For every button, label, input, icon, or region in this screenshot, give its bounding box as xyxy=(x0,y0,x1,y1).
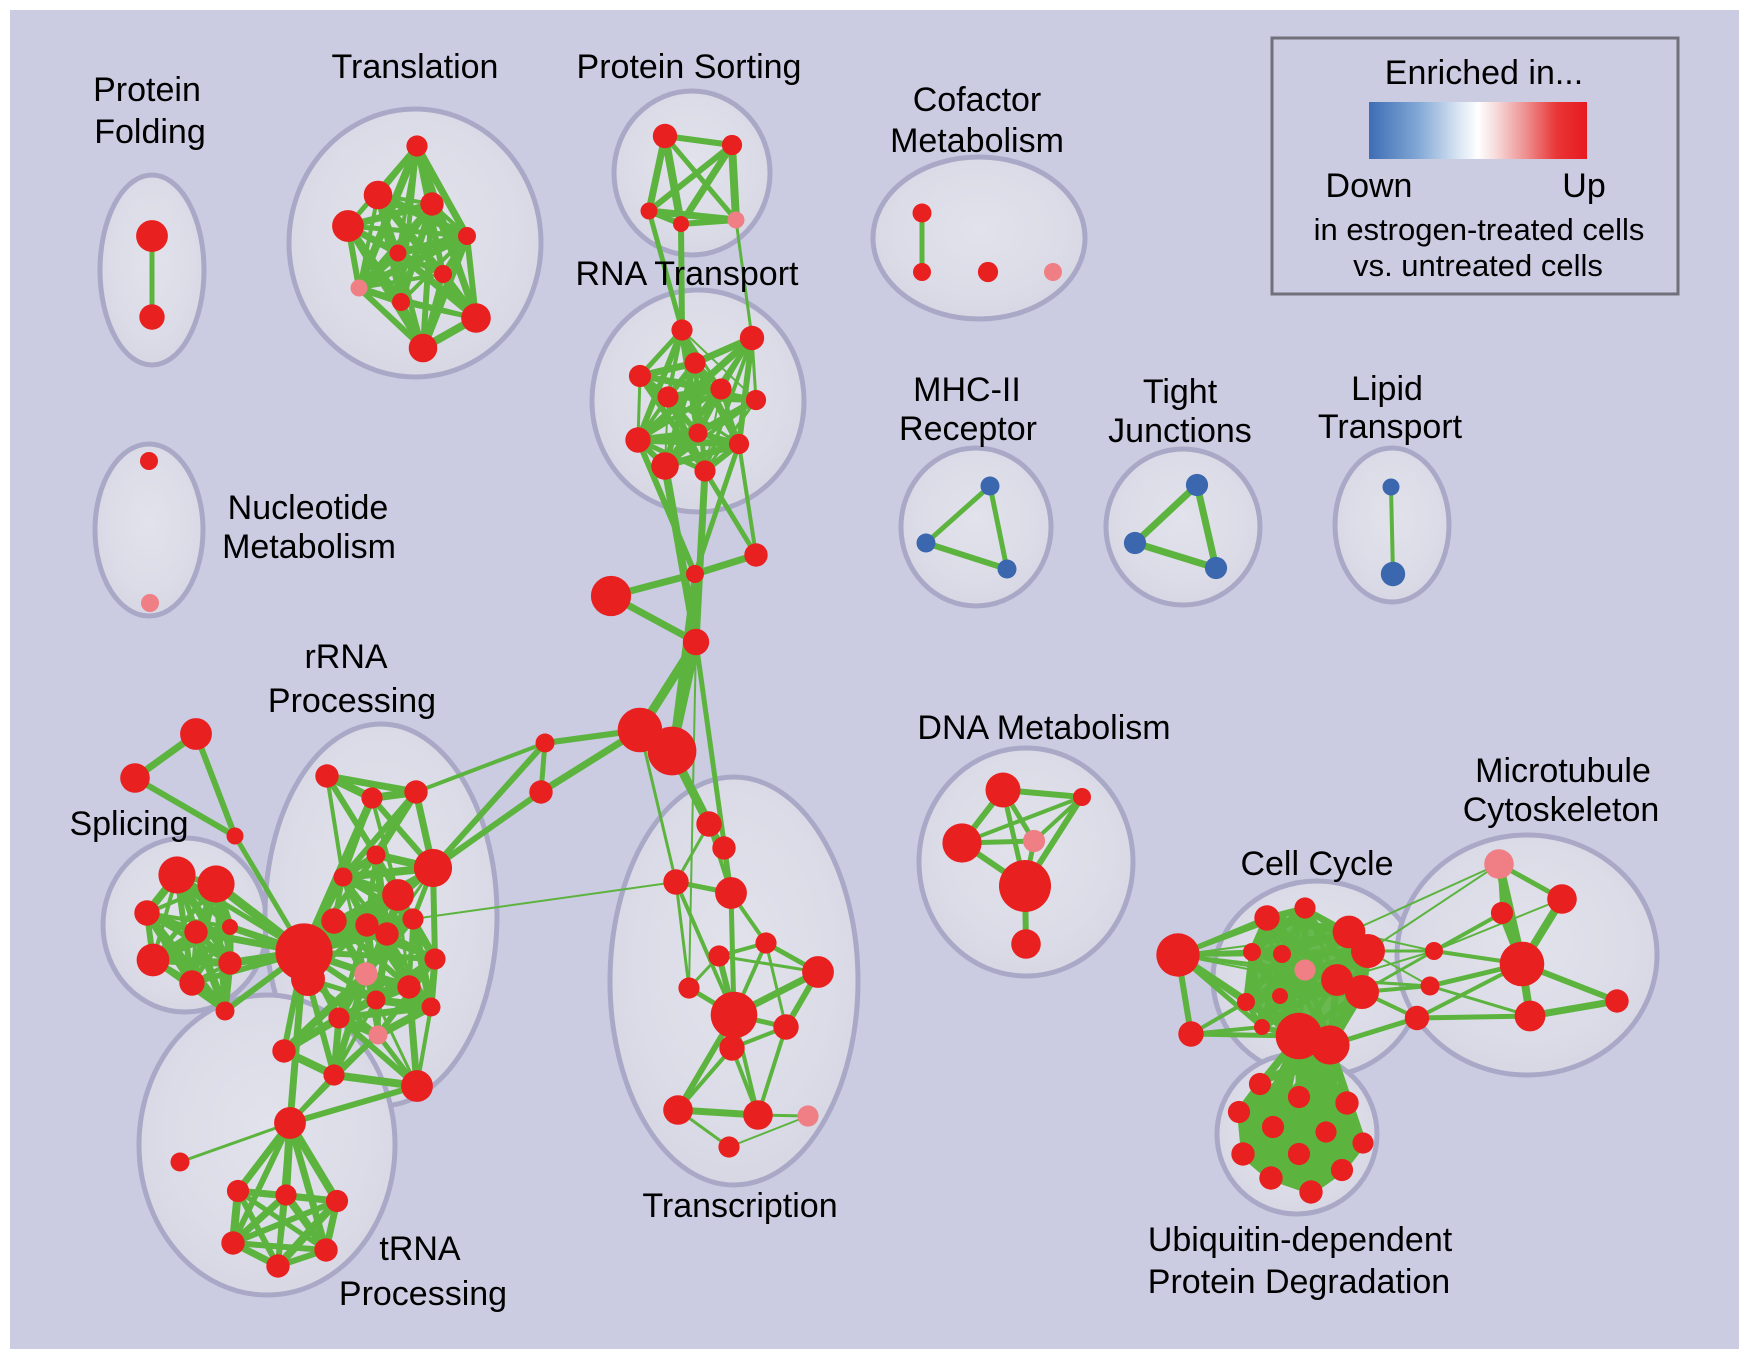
svg-text:Ubiquitin-dependent: Ubiquitin-dependent xyxy=(1148,1221,1453,1259)
svg-text:Receptor: Receptor xyxy=(899,410,1037,448)
svg-text:Transcription: Transcription xyxy=(642,1187,837,1225)
svg-text:Protein: Protein xyxy=(93,71,201,109)
svg-text:Metabolism: Metabolism xyxy=(890,122,1064,160)
svg-text:Folding: Folding xyxy=(94,113,206,151)
svg-text:in estrogen-treated cells: in estrogen-treated cells xyxy=(1314,212,1645,247)
svg-text:Junctions: Junctions xyxy=(1108,412,1252,450)
svg-text:Tight: Tight xyxy=(1143,373,1218,411)
svg-text:Protein Degradation: Protein Degradation xyxy=(1148,1263,1450,1301)
svg-text:Down: Down xyxy=(1326,167,1413,205)
svg-text:Up: Up xyxy=(1562,167,1605,205)
svg-text:vs. untreated cells: vs. untreated cells xyxy=(1353,248,1603,283)
svg-text:RNA Transport: RNA Transport xyxy=(576,255,800,293)
svg-text:Nucleotide: Nucleotide xyxy=(228,489,389,527)
svg-text:Lipid: Lipid xyxy=(1351,370,1423,408)
svg-text:Cofactor: Cofactor xyxy=(913,81,1042,119)
svg-text:Processing: Processing xyxy=(268,682,436,720)
svg-text:rRNA: rRNA xyxy=(304,638,387,676)
svg-text:Metabolism: Metabolism xyxy=(222,528,396,566)
svg-text:tRNA: tRNA xyxy=(379,1230,461,1268)
svg-text:Transport: Transport xyxy=(1318,408,1463,446)
svg-text:Cell Cycle: Cell Cycle xyxy=(1240,845,1393,883)
svg-text:MHC-II: MHC-II xyxy=(913,371,1021,409)
svg-text:Protein Sorting: Protein Sorting xyxy=(577,48,802,86)
svg-text:Splicing: Splicing xyxy=(69,805,188,843)
svg-text:DNA Metabolism: DNA Metabolism xyxy=(917,709,1170,747)
svg-text:Translation: Translation xyxy=(332,48,499,86)
svg-text:Microtubule: Microtubule xyxy=(1475,752,1651,790)
svg-text:Cytoskeleton: Cytoskeleton xyxy=(1463,791,1660,829)
svg-text:Processing: Processing xyxy=(339,1275,507,1313)
svg-text:Enriched in...: Enriched in... xyxy=(1385,54,1583,92)
